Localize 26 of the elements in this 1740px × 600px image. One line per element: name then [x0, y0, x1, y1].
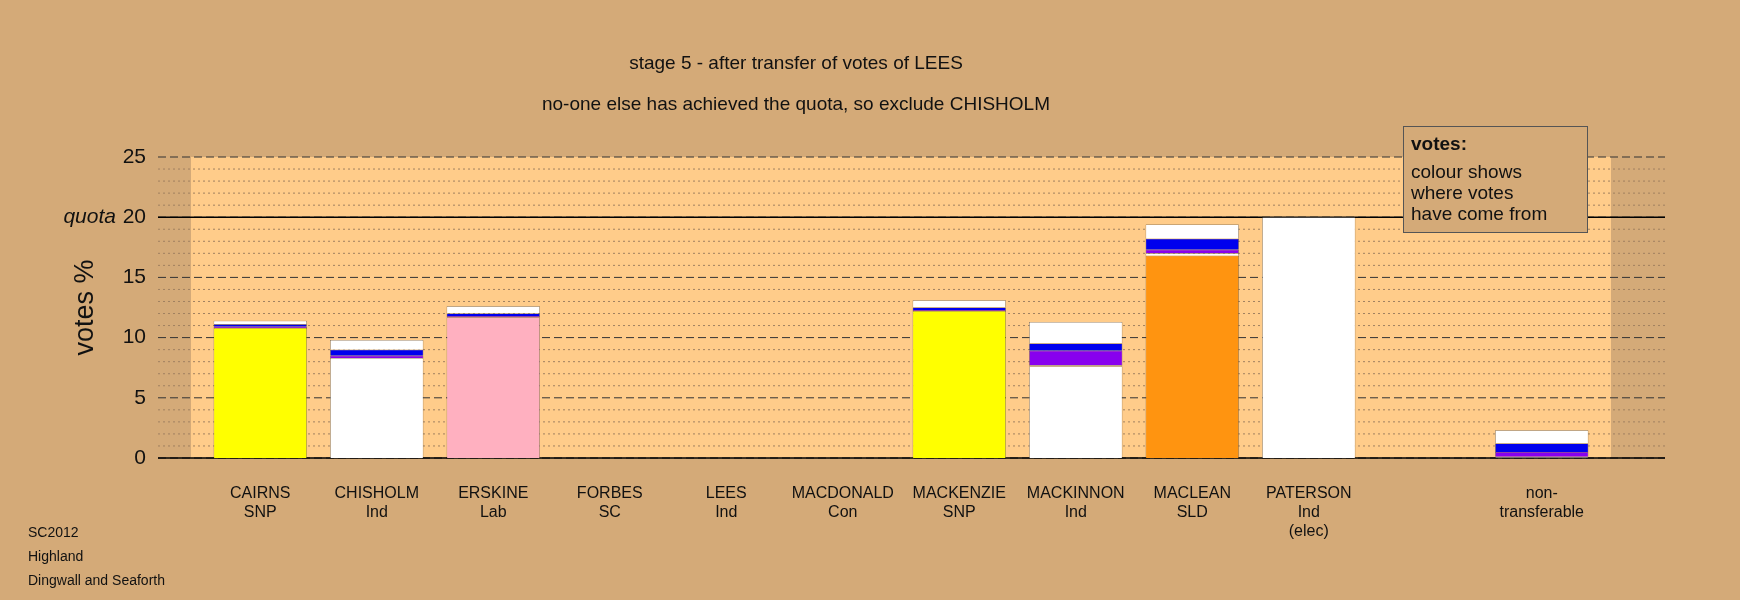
y-tick-label: 25	[122, 143, 146, 167]
chart-title: stage 5 - after transfer of votes of LEES	[629, 52, 963, 74]
x-tick-label: ERSKINE Lab	[458, 484, 529, 521]
chart-subtitle: no-one else has achieved the quota, so exclude CHISHOLM	[541, 93, 1051, 115]
x-tick-label: FORBES SC	[576, 484, 643, 521]
ref-line-label: quota	[63, 204, 116, 228]
x-tick-label: MACDONALD Con	[791, 484, 894, 521]
y-tick-label: 5	[134, 384, 146, 408]
x-tick-label: CHISHOLM Ind	[334, 484, 419, 521]
x-tick-label: CAIRNS SNP	[230, 484, 291, 521]
y-tick-label: 0	[134, 444, 146, 468]
y-axis-title: votes %	[69, 259, 100, 356]
text: votes:	[1411, 133, 1468, 155]
text: SC2012	[28, 523, 80, 542]
x-tick-label: MACKINNON Ind	[1026, 484, 1125, 521]
x-tick-label: MACKENZIE SNP	[912, 484, 1006, 521]
y-tick-label: 15	[122, 264, 146, 288]
x-tick-label: PATERSON Ind (elec)	[1265, 484, 1352, 540]
text: Dingwall and Seaforth	[28, 571, 165, 590]
y-tick-label: 10	[122, 324, 146, 348]
text: Highland	[28, 547, 85, 566]
x-tick-label: MACLEAN SLD	[1153, 484, 1231, 521]
x-tick-label: LEES Ind	[705, 484, 747, 521]
annotation: colour shows where votes have come from	[1411, 161, 1549, 224]
x-tick-label: non- transferable	[1499, 484, 1585, 521]
y-tick-label: 20	[122, 204, 146, 227]
